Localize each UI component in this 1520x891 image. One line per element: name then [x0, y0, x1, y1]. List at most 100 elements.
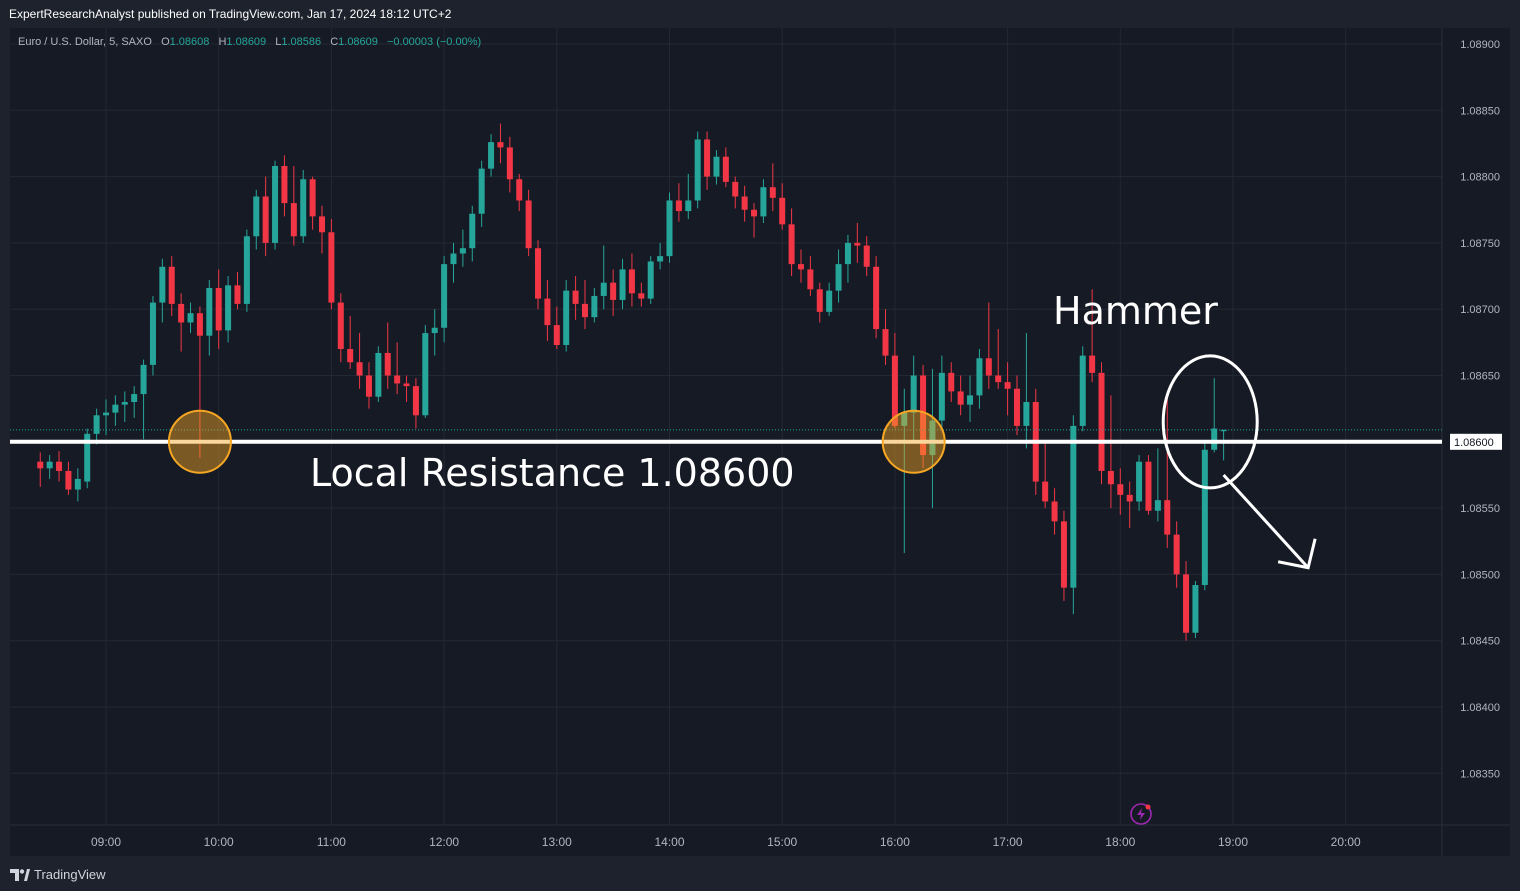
candle[interactable] [168, 256, 175, 316]
candle[interactable] [140, 359, 147, 440]
candle[interactable] [459, 229, 466, 267]
candle[interactable] [450, 242, 457, 283]
candle[interactable] [56, 451, 63, 482]
candle[interactable] [290, 165, 297, 246]
candle[interactable] [807, 256, 814, 296]
candle[interactable] [1145, 455, 1152, 515]
candle[interactable] [929, 368, 936, 509]
candle[interactable] [600, 245, 607, 310]
candle[interactable] [713, 150, 720, 185]
candle[interactable] [506, 136, 513, 193]
candle[interactable] [394, 342, 401, 395]
candle[interactable] [469, 205, 476, 262]
candle[interactable] [854, 223, 861, 263]
candle[interactable] [309, 176, 316, 230]
candle[interactable] [1107, 395, 1114, 509]
candle[interactable] [1013, 375, 1020, 436]
candle[interactable] [412, 378, 419, 429]
candle[interactable] [121, 391, 128, 422]
candle[interactable] [178, 293, 185, 352]
candle[interactable] [957, 375, 964, 416]
candle[interactable] [281, 155, 288, 217]
candle[interactable] [1220, 429, 1227, 461]
candle[interactable] [638, 282, 645, 307]
candle[interactable] [159, 258, 166, 323]
candle[interactable] [572, 276, 579, 320]
candle[interactable] [976, 348, 983, 409]
candle[interactable] [272, 160, 279, 250]
candle[interactable] [751, 203, 758, 238]
candle[interactable] [760, 179, 767, 224]
candle[interactable] [1051, 488, 1058, 535]
candle[interactable] [74, 468, 81, 502]
candle[interactable] [300, 169, 307, 243]
candle[interactable] [685, 173, 692, 220]
candle[interactable] [234, 272, 241, 310]
candle[interactable] [816, 282, 823, 323]
candle[interactable] [1192, 581, 1199, 639]
candle[interactable] [516, 173, 523, 212]
candle[interactable] [347, 315, 354, 369]
candle[interactable] [431, 309, 438, 356]
candle[interactable] [826, 282, 833, 316]
candle[interactable] [675, 183, 682, 222]
candle[interactable] [375, 346, 382, 403]
candle[interactable] [985, 302, 992, 389]
candle[interactable] [488, 134, 495, 177]
candle[interactable] [666, 192, 673, 263]
candle[interactable] [319, 205, 326, 254]
candle[interactable] [1089, 289, 1096, 383]
candle[interactable] [779, 183, 786, 230]
candle[interactable] [647, 256, 654, 304]
candle[interactable] [1060, 510, 1067, 601]
candle[interactable] [1154, 448, 1161, 522]
candle[interactable] [149, 295, 156, 376]
candle[interactable] [112, 395, 119, 426]
candle[interactable] [1070, 415, 1077, 615]
tradingview-logo[interactable]: TradingView [10, 867, 106, 882]
candle[interactable] [1126, 481, 1133, 528]
time-axis[interactable]: 09:00 10:00 11:00 12:00 13:00 14:00 15:00 16:00… [10, 824, 1510, 849]
candle[interactable] [441, 256, 448, 343]
candle[interactable] [131, 386, 138, 418]
lightning-icon[interactable] [1130, 803, 1152, 825]
candle[interactable] [84, 428, 91, 489]
candle[interactable] [403, 375, 410, 403]
candle[interactable] [187, 302, 194, 334]
candle[interactable] [384, 322, 391, 389]
chart-pane[interactable]: 1.08900 1.08850 1.08800 1.08750 1.08700 1.086… [10, 28, 1510, 856]
candle[interactable] [544, 280, 551, 342]
candle[interactable] [1173, 521, 1180, 588]
candle[interactable] [891, 333, 898, 429]
candle[interactable] [873, 256, 880, 339]
candle[interactable] [1079, 346, 1086, 432]
candle[interactable] [995, 329, 1002, 389]
candle[interactable] [835, 249, 842, 303]
candle[interactable] [46, 455, 53, 479]
candle[interactable] [797, 249, 804, 283]
candle[interactable] [657, 242, 664, 270]
candle[interactable] [243, 229, 250, 312]
candle[interactable] [262, 176, 269, 257]
candle[interactable] [704, 131, 711, 190]
candle[interactable] [581, 280, 588, 330]
candle[interactable] [1023, 333, 1030, 449]
candle[interactable] [525, 189, 532, 257]
candle[interactable] [722, 147, 729, 188]
candle[interactable] [563, 280, 570, 352]
candle[interactable] [253, 189, 260, 250]
candle[interactable] [365, 362, 372, 409]
candle[interactable] [920, 364, 927, 469]
candle[interactable] [553, 306, 560, 349]
candle[interactable] [65, 461, 72, 495]
candle[interactable] [844, 234, 851, 283]
candle[interactable] [619, 258, 626, 310]
candle[interactable] [215, 269, 222, 349]
candle[interactable] [37, 452, 44, 487]
candle[interactable] [103, 399, 109, 436]
candle[interactable] [591, 287, 598, 323]
candle[interactable] [863, 236, 870, 277]
candle[interactable] [206, 280, 213, 356]
candle[interactable] [1117, 468, 1124, 515]
candle[interactable] [196, 306, 203, 458]
